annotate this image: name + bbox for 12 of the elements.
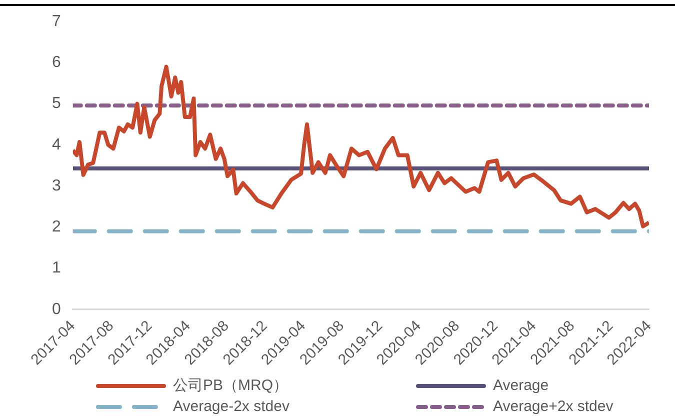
legend-label: Average: [493, 377, 549, 394]
y-tick-label: 2: [52, 218, 61, 236]
legend-label: Average+2x stdev: [493, 398, 614, 415]
y-tick-label: 1: [52, 260, 61, 277]
y-tick-label: 4: [52, 136, 61, 154]
y-tick-label: 3: [52, 177, 61, 194]
y-tick-label: 6: [52, 54, 61, 72]
legend-label: Average-2x stdev: [173, 398, 290, 415]
y-tick-label: 7: [52, 13, 61, 30]
legend-label: 公司PB（MRQ）: [173, 376, 288, 395]
y-tick-label: 5: [52, 95, 61, 112]
y-tick-label: 0: [52, 300, 61, 318]
